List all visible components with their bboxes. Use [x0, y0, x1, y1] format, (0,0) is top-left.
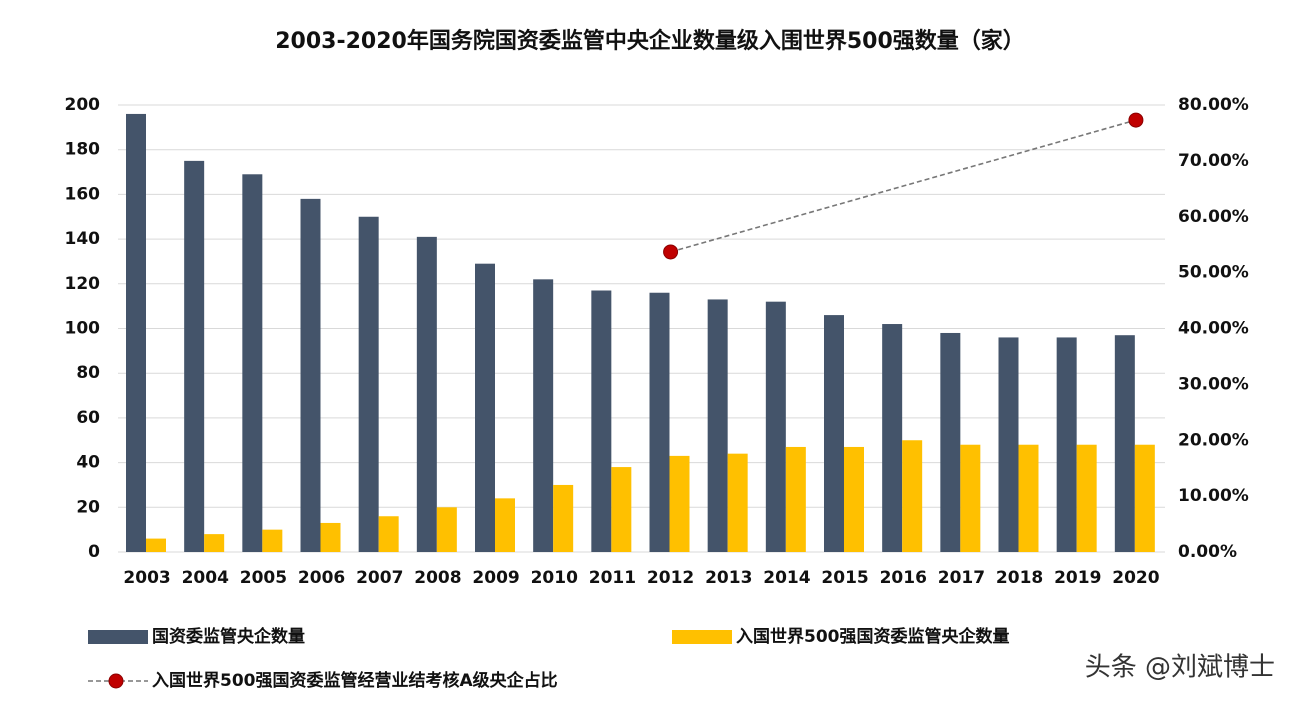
legend-label: 入国世界500强国资委监管央企数量: [736, 626, 1010, 647]
x-tick-label: 2004: [182, 568, 229, 588]
x-tick-label: 2003: [123, 568, 170, 588]
bar: [611, 467, 632, 552]
y-tick-label: 0: [88, 542, 100, 562]
y2-tick-label: 30.00%: [1178, 374, 1249, 394]
legend-swatch: [672, 630, 732, 644]
bar: [204, 534, 225, 552]
bar: [146, 538, 166, 552]
chart-title: 2003-2020年国务院国资委监管中央企业数量级入围世界500强数量（家）: [275, 28, 1025, 54]
y2-tick-label: 0.00%: [1178, 542, 1237, 562]
x-tick-label: 2011: [589, 568, 636, 588]
bar: [436, 507, 457, 552]
bar: [649, 292, 670, 552]
x-tick-label: 2009: [472, 568, 519, 588]
y-tick-label: 180: [65, 140, 101, 160]
bar: [707, 299, 728, 552]
y2-tick-label: 70.00%: [1178, 151, 1249, 171]
y2-tick-label: 50.00%: [1178, 263, 1249, 283]
x-tick-label: 2012: [647, 568, 694, 588]
y-tick-label: 120: [65, 274, 101, 294]
bar: [998, 337, 1019, 552]
x-tick-label: 2008: [414, 568, 461, 588]
bar: [1076, 444, 1097, 552]
bar: [1018, 444, 1039, 552]
bar: [553, 484, 574, 552]
y-tick-label: 100: [65, 319, 101, 339]
bar: [300, 198, 321, 552]
x-tick-label: 2007: [356, 568, 403, 588]
x-tick-label: 2010: [531, 568, 578, 588]
y2-tick-label: 40.00%: [1178, 319, 1249, 339]
bar: [495, 498, 515, 552]
x-tick-label: 2018: [996, 568, 1043, 588]
bar: [416, 236, 437, 553]
legend-swatch: [88, 630, 148, 644]
y-tick-label: 200: [65, 95, 101, 115]
bar: [902, 440, 923, 552]
line-marker: [663, 244, 679, 260]
legend-marker: [108, 673, 124, 689]
x-tick-label: 2006: [298, 568, 345, 588]
bar: [765, 301, 786, 552]
y2-tick-label: 20.00%: [1178, 430, 1249, 450]
bar: [358, 216, 379, 552]
y-tick-label: 160: [65, 184, 101, 204]
bar: [475, 263, 495, 552]
bar: [378, 516, 399, 552]
bar: [1114, 335, 1135, 552]
y-tick-label: 60: [76, 408, 100, 428]
bar: [262, 529, 283, 552]
bar: [184, 160, 205, 552]
x-tick-label: 2015: [821, 568, 868, 588]
x-tick-label: 2005: [240, 568, 287, 588]
y2-tick-label: 60.00%: [1178, 207, 1249, 227]
line-marker: [1128, 112, 1144, 128]
line: [670, 119, 1137, 253]
x-tick-label: 2014: [763, 568, 810, 588]
legend-label: 国资委监管央企数量: [152, 626, 305, 647]
y-tick-label: 40: [76, 453, 100, 473]
bar: [1056, 337, 1077, 552]
bar: [669, 455, 690, 552]
bar: [533, 279, 554, 552]
bar: [844, 446, 864, 552]
bar: [727, 453, 748, 552]
y-tick-label: 140: [65, 229, 101, 249]
bar: [591, 290, 612, 552]
x-tick-label: 2019: [1054, 568, 1101, 588]
watermark: 头条 @刘斌博士: [1085, 653, 1275, 683]
bar: [242, 174, 263, 552]
bar: [960, 444, 981, 552]
y2-tick-label: 80.00%: [1178, 95, 1249, 115]
x-tick-label: 2016: [880, 568, 927, 588]
x-tick-label: 2017: [938, 568, 985, 588]
y-tick-label: 20: [76, 497, 100, 517]
bar: [882, 324, 903, 552]
bar: [940, 332, 961, 552]
y-tick-label: 80: [76, 363, 100, 383]
bar: [126, 113, 146, 552]
y2-tick-label: 10.00%: [1178, 486, 1249, 506]
bar: [320, 522, 341, 552]
legend-label: 入国世界500强国资委监管经营业结考核A级央企占比: [152, 670, 558, 691]
bar: [824, 315, 844, 552]
x-tick-label: 2013: [705, 568, 752, 588]
bar: [785, 446, 806, 552]
x-tick-label: 2020: [1112, 568, 1159, 588]
bar: [1134, 444, 1155, 552]
